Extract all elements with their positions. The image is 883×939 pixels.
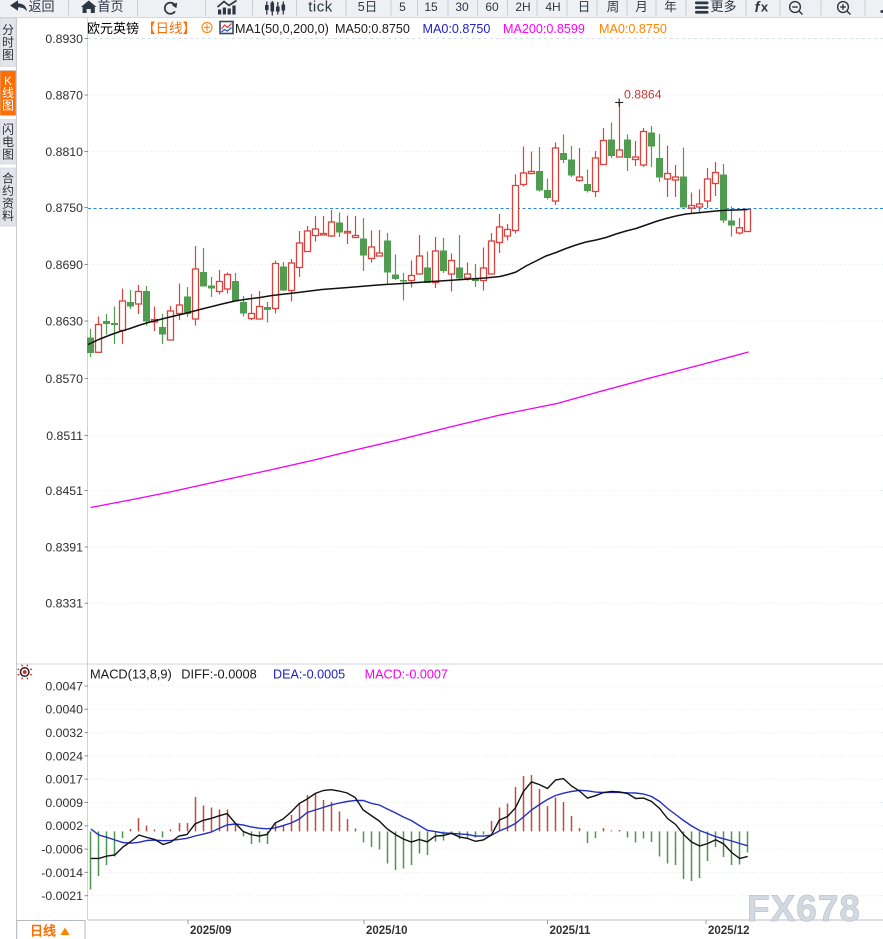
svg-text:更多: 更多 xyxy=(711,0,737,14)
svg-text:日: 日 xyxy=(578,0,591,14)
svg-text:FX678: FX678 xyxy=(747,888,861,929)
svg-text:-0.0021: -0.0021 xyxy=(41,889,83,903)
svg-text:f: f xyxy=(755,0,762,16)
svg-text:MACD:-0.0007: MACD:-0.0007 xyxy=(365,668,448,682)
svg-text:tick: tick xyxy=(308,0,333,16)
svg-text:日线: 日线 xyxy=(30,924,56,939)
svg-text:0.8331: 0.8331 xyxy=(45,597,83,611)
svg-text:2025/12: 2025/12 xyxy=(708,925,750,937)
svg-text:MA0:0.8750: MA0:0.8750 xyxy=(599,22,667,36)
svg-text:-0.0014: -0.0014 xyxy=(41,866,83,880)
svg-text:5: 5 xyxy=(399,0,406,14)
svg-text:线: 线 xyxy=(2,86,14,100)
svg-text:MACD(13,8,9): MACD(13,8,9) xyxy=(90,667,172,682)
svg-text:闪: 闪 xyxy=(2,123,14,137)
svg-text:0.8864: 0.8864 xyxy=(624,87,662,101)
svg-text:MA0:0.8750: MA0:0.8750 xyxy=(423,22,491,36)
svg-text:0.0017: 0.0017 xyxy=(45,773,83,787)
svg-text:4H: 4H xyxy=(545,0,560,14)
svg-text:资: 资 xyxy=(2,196,14,210)
svg-text:0.8570: 0.8570 xyxy=(45,372,83,386)
svg-text:0.0032: 0.0032 xyxy=(45,726,83,740)
svg-text:MA200:0.8599: MA200:0.8599 xyxy=(503,22,585,36)
svg-text:分: 分 xyxy=(2,23,14,37)
svg-text:0.0024: 0.0024 xyxy=(45,749,83,763)
svg-text:30: 30 xyxy=(455,0,469,14)
svg-text:x: x xyxy=(761,0,769,15)
svg-text:首页: 首页 xyxy=(98,0,124,14)
svg-text:15: 15 xyxy=(424,0,438,14)
svg-text:0.8870: 0.8870 xyxy=(45,88,83,102)
svg-text:0.8690: 0.8690 xyxy=(45,258,83,272)
svg-text:电: 电 xyxy=(2,135,14,149)
svg-text:0.0009: 0.0009 xyxy=(45,796,83,810)
svg-text:MA50:0.8750: MA50:0.8750 xyxy=(335,22,410,36)
svg-text:60: 60 xyxy=(485,0,499,14)
svg-text:0.8930: 0.8930 xyxy=(45,32,83,46)
svg-text:2025/10: 2025/10 xyxy=(366,925,408,937)
svg-text:DEA:-0.0005: DEA:-0.0005 xyxy=(273,668,345,682)
svg-text:K: K xyxy=(4,74,12,88)
svg-text:0.8451: 0.8451 xyxy=(45,484,83,498)
svg-text:0.8391: 0.8391 xyxy=(45,540,83,554)
svg-text:图: 图 xyxy=(2,48,14,62)
svg-text:0.8750: 0.8750 xyxy=(45,201,83,215)
svg-text:图: 图 xyxy=(2,99,14,113)
svg-text:DIFF:-0.0008: DIFF:-0.0008 xyxy=(181,667,256,682)
svg-text:0.0040: 0.0040 xyxy=(45,703,83,717)
svg-text:2025/09: 2025/09 xyxy=(190,925,232,937)
svg-text:返回: 返回 xyxy=(29,0,55,14)
svg-text:年: 年 xyxy=(664,0,677,14)
svg-text:料: 料 xyxy=(2,209,14,223)
svg-text:周: 周 xyxy=(607,0,620,14)
svg-text:欧元英镑: 欧元英镑 xyxy=(87,21,139,36)
svg-text:月: 月 xyxy=(635,0,648,14)
svg-text:时: 时 xyxy=(2,36,14,50)
svg-text:-0.0006: -0.0006 xyxy=(41,843,83,857)
svg-text:0.8630: 0.8630 xyxy=(45,314,83,328)
svg-text:MA1(50,0,200,0): MA1(50,0,200,0) xyxy=(235,22,329,36)
svg-text:2H: 2H xyxy=(515,0,530,14)
svg-text:【日线】: 【日线】 xyxy=(142,21,196,36)
svg-text:0.0047: 0.0047 xyxy=(45,679,83,693)
svg-text:2025/11: 2025/11 xyxy=(550,925,592,937)
svg-text:0.8810: 0.8810 xyxy=(45,145,83,159)
svg-text:合: 合 xyxy=(2,171,14,186)
svg-text:图: 图 xyxy=(2,147,14,161)
svg-text:0.0002: 0.0002 xyxy=(45,819,83,833)
svg-text:0.8511: 0.8511 xyxy=(46,429,83,443)
svg-text:5日: 5日 xyxy=(358,0,377,14)
svg-text:约: 约 xyxy=(2,183,14,198)
